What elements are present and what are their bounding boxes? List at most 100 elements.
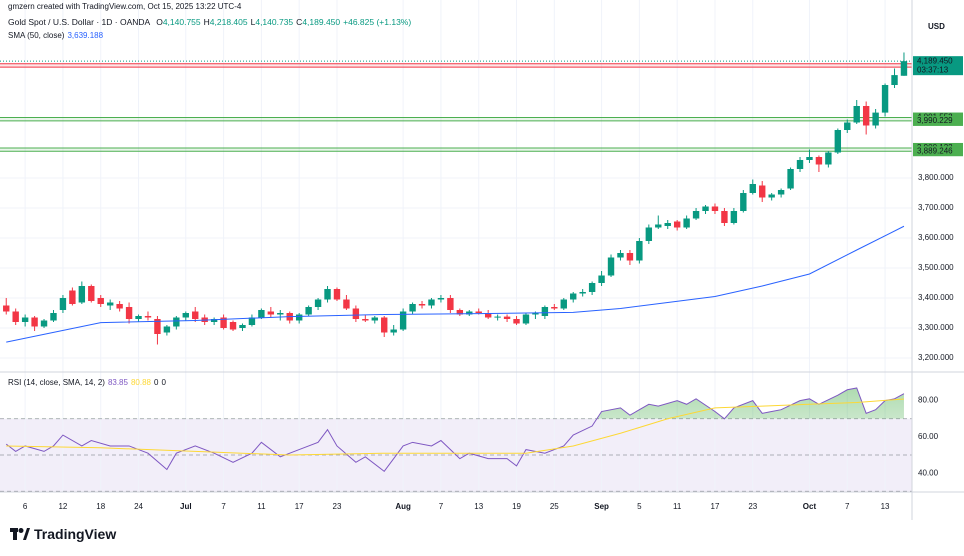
candle-body bbox=[12, 311, 19, 322]
x-tick-label: 24 bbox=[134, 502, 143, 511]
candle-body bbox=[787, 168, 794, 189]
candle-body bbox=[456, 309, 464, 315]
ohlc-label: O bbox=[156, 17, 163, 27]
candle-body bbox=[749, 183, 756, 193]
overlay-name: SMA (50, close) bbox=[8, 31, 65, 40]
candle-body bbox=[759, 185, 766, 198]
candle-body bbox=[636, 240, 643, 261]
x-tick-label: 5 bbox=[637, 502, 642, 511]
rsi-tick-label: 80.00 bbox=[918, 396, 939, 405]
candle-body bbox=[59, 297, 67, 310]
zone-fill bbox=[0, 147, 912, 152]
y-tick-label: 3,600.000 bbox=[918, 233, 954, 242]
rsi-value: 80.88 bbox=[130, 378, 151, 387]
x-tick-label: 12 bbox=[58, 502, 67, 511]
candle-body bbox=[806, 156, 813, 160]
candle-body bbox=[815, 156, 823, 165]
rsi-title: RSI (14, close, SMA, 14, 2) bbox=[8, 378, 105, 387]
rsi-line bbox=[5, 387, 905, 473]
x-tick-label: 19 bbox=[512, 502, 521, 511]
candle-body bbox=[69, 290, 76, 304]
candle-body bbox=[692, 210, 700, 219]
candle-body bbox=[447, 297, 454, 310]
y-tick-label: 3,800.000 bbox=[918, 173, 954, 182]
sma-legend: SMA (50, close) 3,639.188 bbox=[8, 31, 106, 40]
candle-body bbox=[598, 275, 605, 283]
candle-body bbox=[664, 222, 671, 226]
logo: TradingView bbox=[10, 526, 116, 542]
candle-body bbox=[267, 311, 275, 315]
rsi-extra: 0 bbox=[161, 378, 166, 387]
candle-body bbox=[711, 206, 719, 211]
candle-body bbox=[645, 227, 653, 241]
rsi-tick-label: 60.00 bbox=[918, 432, 939, 441]
currency: USD bbox=[928, 22, 945, 31]
candle-body bbox=[683, 218, 690, 228]
candle-body bbox=[88, 285, 95, 301]
change: +46.825 (+1.13%) bbox=[343, 17, 412, 27]
candle-body bbox=[579, 291, 586, 294]
candle-body bbox=[135, 315, 142, 319]
x-tick-label: 11 bbox=[673, 502, 682, 511]
sma-line bbox=[6, 225, 905, 343]
candle-body bbox=[144, 315, 152, 318]
candle-body bbox=[314, 299, 322, 307]
candle-body bbox=[239, 324, 246, 328]
y-tick-label: 3,700.000 bbox=[918, 203, 954, 212]
candle-body bbox=[484, 312, 492, 318]
candle-body bbox=[125, 306, 133, 319]
candle-body bbox=[494, 316, 501, 318]
y-tick-label: 3,200.000 bbox=[918, 353, 954, 362]
candle-body bbox=[655, 224, 662, 228]
candle-body bbox=[475, 311, 482, 313]
y-tick-label: 3,300.000 bbox=[918, 323, 954, 332]
candle-body bbox=[173, 317, 180, 327]
candle-body bbox=[192, 311, 199, 319]
ohlc-label: C bbox=[296, 17, 303, 27]
x-tick-label: 17 bbox=[711, 502, 720, 511]
candle-body bbox=[352, 308, 360, 319]
candle-body bbox=[673, 221, 681, 228]
x-tick-label: 7 bbox=[845, 502, 850, 511]
last-price-label: 4,189.450 bbox=[917, 56, 953, 65]
candle-body bbox=[702, 206, 709, 211]
candle-body bbox=[390, 329, 397, 333]
candle-body bbox=[248, 317, 256, 325]
candle-body bbox=[730, 210, 738, 223]
x-tick-label: 13 bbox=[474, 502, 483, 511]
candle-body bbox=[588, 282, 596, 292]
candle-body bbox=[409, 303, 416, 312]
candle-body bbox=[40, 320, 48, 327]
price-line-tag bbox=[913, 146, 963, 157]
candle-body bbox=[418, 303, 426, 306]
candle-body bbox=[31, 317, 38, 327]
candle-body bbox=[97, 297, 104, 304]
candle-body bbox=[570, 293, 577, 300]
candle-body bbox=[825, 152, 832, 165]
x-tick-label: Jul bbox=[180, 502, 192, 511]
candle-body bbox=[541, 306, 549, 316]
zone-fill bbox=[0, 117, 912, 121]
y-tick-label: 3,500.000 bbox=[918, 263, 954, 272]
candle-body bbox=[900, 61, 908, 76]
candle-body bbox=[503, 316, 511, 319]
candle-body bbox=[428, 299, 435, 306]
logo-text: TradingView bbox=[34, 526, 117, 542]
candle-body bbox=[295, 314, 303, 321]
candle-body bbox=[324, 288, 331, 300]
candle-body bbox=[522, 314, 530, 324]
last-price-tag bbox=[913, 56, 963, 76]
countdown: 03:37:13 bbox=[917, 65, 949, 74]
candle-body bbox=[229, 321, 237, 330]
ohlc-value: 4,189.450 bbox=[302, 17, 341, 27]
candle-body bbox=[844, 122, 851, 130]
candle-body bbox=[551, 306, 558, 309]
candle-body bbox=[872, 112, 879, 126]
candle-body bbox=[777, 189, 785, 195]
candle-body bbox=[78, 285, 86, 303]
candle-body bbox=[154, 318, 161, 334]
candle-body bbox=[277, 312, 284, 315]
ohlc-label: L bbox=[250, 17, 256, 27]
x-tick-label: 17 bbox=[295, 502, 304, 511]
